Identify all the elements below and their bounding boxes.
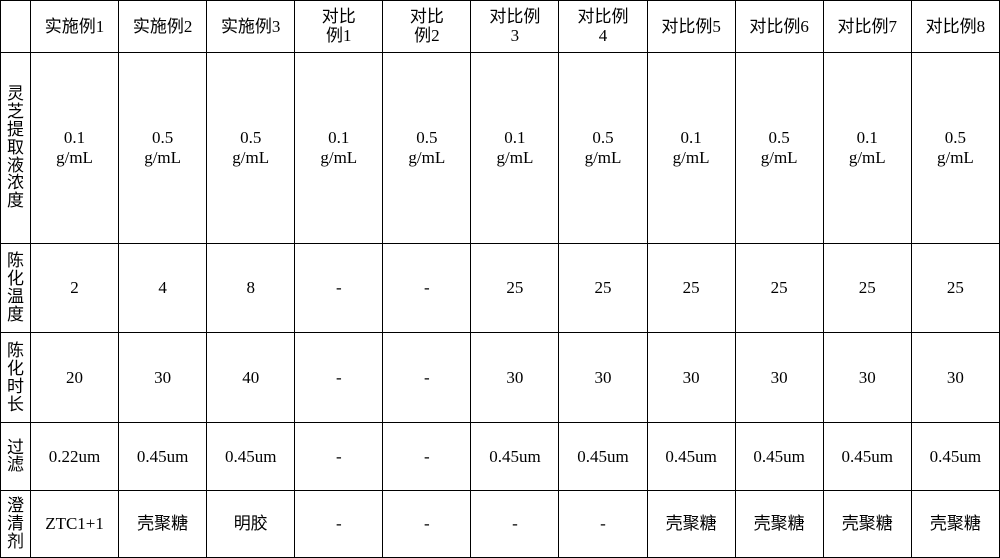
- table-row: 陈化时长203040--303030303030: [1, 333, 1000, 423]
- table-cell: -: [295, 423, 383, 490]
- table-cell: 0.22um: [31, 423, 119, 490]
- row-label: 陈化时长: [1, 333, 31, 423]
- col-header: 对比例7: [823, 1, 911, 53]
- col-header: 对比例5: [647, 1, 735, 53]
- table-cell: 8: [207, 243, 295, 333]
- col-header: 对比例1: [295, 1, 383, 53]
- table-cell: 25: [471, 243, 559, 333]
- table-cell: 20: [31, 333, 119, 423]
- table-cell: -: [295, 333, 383, 423]
- table-cell: -: [295, 243, 383, 333]
- table-cell: 30: [119, 333, 207, 423]
- table-row: 陈化温度248--252525252525: [1, 243, 1000, 333]
- row-label: 陈化温度: [1, 243, 31, 333]
- table-cell: 0.1g/mL: [295, 52, 383, 243]
- table-cell: -: [383, 243, 471, 333]
- table-cell: 壳聚糖: [735, 490, 823, 557]
- table-cell: 0.1g/mL: [471, 52, 559, 243]
- col-header: 实施例3: [207, 1, 295, 53]
- table-cell: 4: [119, 243, 207, 333]
- col-header: 对比例4: [559, 1, 647, 53]
- table-cell: 0.45um: [647, 423, 735, 490]
- table-cell: 0.5g/mL: [207, 52, 295, 243]
- table-cell: 0.45um: [119, 423, 207, 490]
- table-cell: 25: [823, 243, 911, 333]
- col-header: 实施例2: [119, 1, 207, 53]
- table-cell: 壳聚糖: [119, 490, 207, 557]
- table-cell: 40: [207, 333, 295, 423]
- table-row: 灵芝提取液浓度0.1g/mL0.5g/mL0.5g/mL0.1g/mL0.5g/…: [1, 52, 1000, 243]
- table-cell: 0.45um: [559, 423, 647, 490]
- table-cell: 25: [735, 243, 823, 333]
- table-cell: 0.5g/mL: [559, 52, 647, 243]
- table-cell: 30: [735, 333, 823, 423]
- col-header: 对比例2: [383, 1, 471, 53]
- table-cell: 25: [911, 243, 999, 333]
- table-cell: 0.45um: [735, 423, 823, 490]
- tbody: 实施例1实施例2实施例3对比例1对比例2对比例3对比例4对比例5对比例6对比例7…: [1, 1, 1000, 558]
- table-cell: -: [383, 423, 471, 490]
- table-cell: 30: [911, 333, 999, 423]
- table-cell: -: [471, 490, 559, 557]
- table-cell: 0.45um: [823, 423, 911, 490]
- table-cell: 0.1g/mL: [823, 52, 911, 243]
- col-header: 对比例3: [471, 1, 559, 53]
- col-header: 实施例1: [31, 1, 119, 53]
- table-cell: 0.5g/mL: [119, 52, 207, 243]
- table-cell: 0.1g/mL: [647, 52, 735, 243]
- table-cell: ZTC1+1: [31, 490, 119, 557]
- table-row: 过滤0.22um0.45um0.45um--0.45um0.45um0.45um…: [1, 423, 1000, 490]
- table-cell: 25: [647, 243, 735, 333]
- table-cell: 壳聚糖: [823, 490, 911, 557]
- data-table: 实施例1实施例2实施例3对比例1对比例2对比例3对比例4对比例5对比例6对比例7…: [0, 0, 1000, 558]
- table-cell: 0.5g/mL: [911, 52, 999, 243]
- table-cell: 0.45um: [911, 423, 999, 490]
- table-cell: 30: [471, 333, 559, 423]
- table-header-row: 实施例1实施例2实施例3对比例1对比例2对比例3对比例4对比例5对比例6对比例7…: [1, 1, 1000, 53]
- table-cell: 0.5g/mL: [383, 52, 471, 243]
- table-cell: 0.1g/mL: [31, 52, 119, 243]
- row-label: 过滤: [1, 423, 31, 490]
- table-cell: 2: [31, 243, 119, 333]
- table-cell: -: [295, 490, 383, 557]
- table-cell: 30: [647, 333, 735, 423]
- corner-cell: [1, 1, 31, 53]
- table-cell: -: [383, 490, 471, 557]
- table-cell: -: [383, 333, 471, 423]
- row-label: 灵芝提取液浓度: [1, 52, 31, 243]
- table-cell: 30: [559, 333, 647, 423]
- table-cell: 壳聚糖: [911, 490, 999, 557]
- table-cell: 壳聚糖: [647, 490, 735, 557]
- table-container: 实施例1实施例2实施例3对比例1对比例2对比例3对比例4对比例5对比例6对比例7…: [0, 0, 1000, 558]
- table-cell: 0.5g/mL: [735, 52, 823, 243]
- table-cell: 25: [559, 243, 647, 333]
- table-row: 澄清剂ZTC1+1壳聚糖明胶----壳聚糖壳聚糖壳聚糖壳聚糖: [1, 490, 1000, 557]
- row-label: 澄清剂: [1, 490, 31, 557]
- table-cell: 明胶: [207, 490, 295, 557]
- table-cell: 30: [823, 333, 911, 423]
- table-cell: -: [559, 490, 647, 557]
- table-cell: 0.45um: [207, 423, 295, 490]
- table-cell: 0.45um: [471, 423, 559, 490]
- col-header: 对比例6: [735, 1, 823, 53]
- col-header: 对比例8: [911, 1, 999, 53]
